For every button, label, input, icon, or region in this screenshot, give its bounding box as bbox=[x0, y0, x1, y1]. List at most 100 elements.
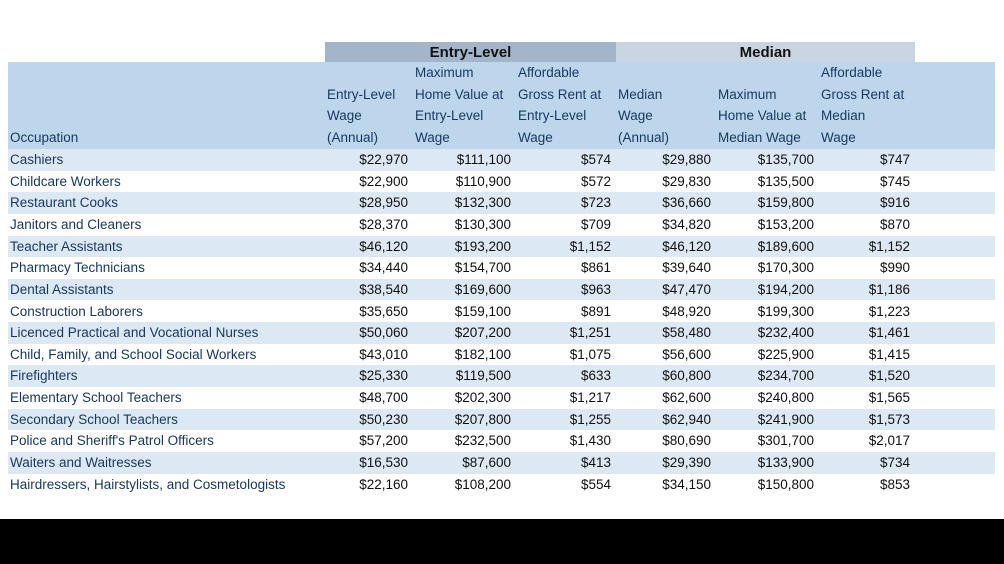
occupation-cell: Cashiers bbox=[10, 152, 64, 168]
value-cell: $193,200 bbox=[454, 238, 511, 254]
value-cell: $1,152 bbox=[868, 238, 911, 254]
column-header-median-gross-rent: Affordable Gross Rent at Median Wage bbox=[819, 62, 916, 149]
table-row: Child, Family, and School Social Workers… bbox=[8, 343, 996, 366]
occupation-cell: Police and Sheriff's Patrol Officers bbox=[10, 433, 214, 449]
occupation-cell: Dental Assistants bbox=[10, 281, 114, 297]
value-cell: $861 bbox=[580, 260, 611, 276]
table-body: Cashiers $22,970 $111,100 $574 $29,880 $135,7… bbox=[8, 149, 996, 496]
value-cell: $47,470 bbox=[662, 281, 711, 297]
value-cell: $554 bbox=[580, 476, 611, 492]
table-row: Licenced Practical and Vocational Nurses… bbox=[8, 322, 996, 344]
value-cell: $46,120 bbox=[359, 238, 408, 254]
filler-cell bbox=[915, 365, 995, 387]
value-cell: $232,500 bbox=[454, 433, 511, 449]
value-cell: $38,540 bbox=[359, 281, 408, 297]
table-row: Firefighters $25,330 $119,500 $633 $60,800 $2… bbox=[8, 365, 996, 388]
value-cell: $891 bbox=[580, 303, 611, 319]
table-row: Cashiers $22,970 $111,100 $574 $29,880 $135,7… bbox=[8, 149, 996, 171]
occupation-cell: Secondary School Teachers bbox=[10, 411, 178, 427]
value-cell: $60,800 bbox=[662, 368, 711, 384]
filler-cell bbox=[915, 214, 995, 236]
value-cell: $159,800 bbox=[757, 195, 814, 211]
table-row: Police and Sheriff's Patrol Officers $57,… bbox=[8, 430, 996, 452]
value-cell: $572 bbox=[580, 173, 611, 189]
value-cell: $29,390 bbox=[662, 454, 711, 470]
value-cell: $111,100 bbox=[456, 152, 511, 168]
column-header-median-home-value: Maximum Home Value at Median Wage bbox=[716, 62, 819, 149]
value-cell: $34,820 bbox=[662, 216, 711, 232]
value-cell: $135,700 bbox=[757, 152, 814, 168]
value-cell: $34,150 bbox=[662, 476, 711, 492]
value-cell: $225,900 bbox=[757, 346, 814, 362]
filler-cell bbox=[915, 236, 995, 258]
value-cell: $1,075 bbox=[569, 346, 611, 362]
value-cell: $62,600 bbox=[662, 390, 711, 406]
table-row: Secondary School Teachers $50,230 $207,800… bbox=[8, 408, 996, 431]
value-cell: $119,500 bbox=[455, 368, 511, 384]
value-cell: $709 bbox=[580, 216, 611, 232]
value-cell: $133,900 bbox=[757, 454, 814, 470]
column-header-median-wage: Median Wage (Annual) bbox=[616, 62, 716, 149]
value-cell: $39,640 bbox=[662, 260, 711, 276]
column-header-filler bbox=[915, 62, 996, 149]
filler-cell bbox=[915, 322, 995, 344]
value-cell: $232,400 bbox=[757, 325, 814, 341]
value-cell: $22,160 bbox=[359, 476, 408, 492]
value-cell: $16,530 bbox=[359, 454, 408, 470]
value-cell: $159,100 bbox=[454, 303, 511, 319]
value-cell: $202,300 bbox=[454, 390, 511, 406]
value-cell: $2,017 bbox=[868, 433, 911, 449]
value-cell: $1,152 bbox=[569, 238, 611, 254]
value-cell: $22,970 bbox=[359, 152, 408, 168]
table-row: Construction Laborers $35,650 $159,100 $891… bbox=[8, 300, 996, 323]
value-cell: $240,800 bbox=[757, 390, 814, 406]
value-cell: $43,010 bbox=[359, 346, 408, 362]
value-cell: $48,920 bbox=[662, 303, 711, 319]
filler-cell bbox=[915, 430, 995, 452]
value-cell: $29,880 bbox=[662, 152, 711, 168]
value-cell: $35,650 bbox=[359, 303, 408, 319]
occupation-cell: Restaurant Cooks bbox=[10, 195, 119, 211]
value-cell: $194,200 bbox=[757, 281, 814, 297]
value-cell: $29,830 bbox=[662, 173, 711, 189]
filler-cell bbox=[915, 474, 995, 496]
value-cell: $723 bbox=[580, 195, 611, 211]
filler-cell bbox=[915, 409, 995, 431]
occupation-cell: Pharmacy Technicians bbox=[10, 260, 145, 276]
value-cell: $150,800 bbox=[757, 476, 814, 492]
value-cell: $58,480 bbox=[662, 325, 711, 341]
occupation-cell: Elementary School Teachers bbox=[10, 390, 182, 406]
value-cell: $234,700 bbox=[757, 368, 814, 384]
value-cell: $153,200 bbox=[757, 216, 814, 232]
value-cell: $1,415 bbox=[868, 346, 911, 362]
column-header-entry-wage: Entry-Level Wage (Annual) bbox=[325, 62, 413, 149]
value-cell: $108,200 bbox=[454, 476, 511, 492]
occupation-cell: Teacher Assistants bbox=[10, 238, 123, 254]
table-row: Restaurant Cooks $28,950 $132,300 $723 $36,6… bbox=[8, 192, 996, 214]
value-cell: $574 bbox=[580, 152, 611, 168]
value-cell: $745 bbox=[879, 173, 911, 189]
value-cell: $56,600 bbox=[662, 346, 711, 362]
filler-cell bbox=[915, 192, 995, 214]
value-cell: $48,700 bbox=[359, 390, 408, 406]
value-cell: $1,251 bbox=[569, 325, 611, 341]
occupation-cell: Construction Laborers bbox=[10, 303, 143, 319]
occupation-cell: Childcare Workers bbox=[10, 173, 121, 189]
value-cell: $199,300 bbox=[757, 303, 814, 319]
group-header-filler bbox=[915, 42, 995, 62]
value-cell: $1,223 bbox=[868, 303, 911, 319]
occupation-cell: Licenced Practical and Vocational Nurses bbox=[10, 325, 259, 341]
filler-cell bbox=[915, 171, 995, 193]
group-header-median: Median bbox=[616, 42, 916, 62]
value-cell: $25,330 bbox=[359, 368, 408, 384]
value-cell: $182,100 bbox=[454, 346, 511, 362]
value-cell: $916 bbox=[879, 195, 911, 211]
value-cell: $130,300 bbox=[454, 216, 511, 232]
occupation-cell: Waiters and Waitresses bbox=[10, 454, 152, 470]
value-cell: $57,200 bbox=[359, 433, 408, 449]
filler-cell bbox=[915, 149, 995, 171]
filler-cell bbox=[915, 452, 995, 474]
value-cell: $22,900 bbox=[359, 173, 408, 189]
value-cell: $154,700 bbox=[454, 260, 511, 276]
value-cell: $46,120 bbox=[662, 238, 711, 254]
